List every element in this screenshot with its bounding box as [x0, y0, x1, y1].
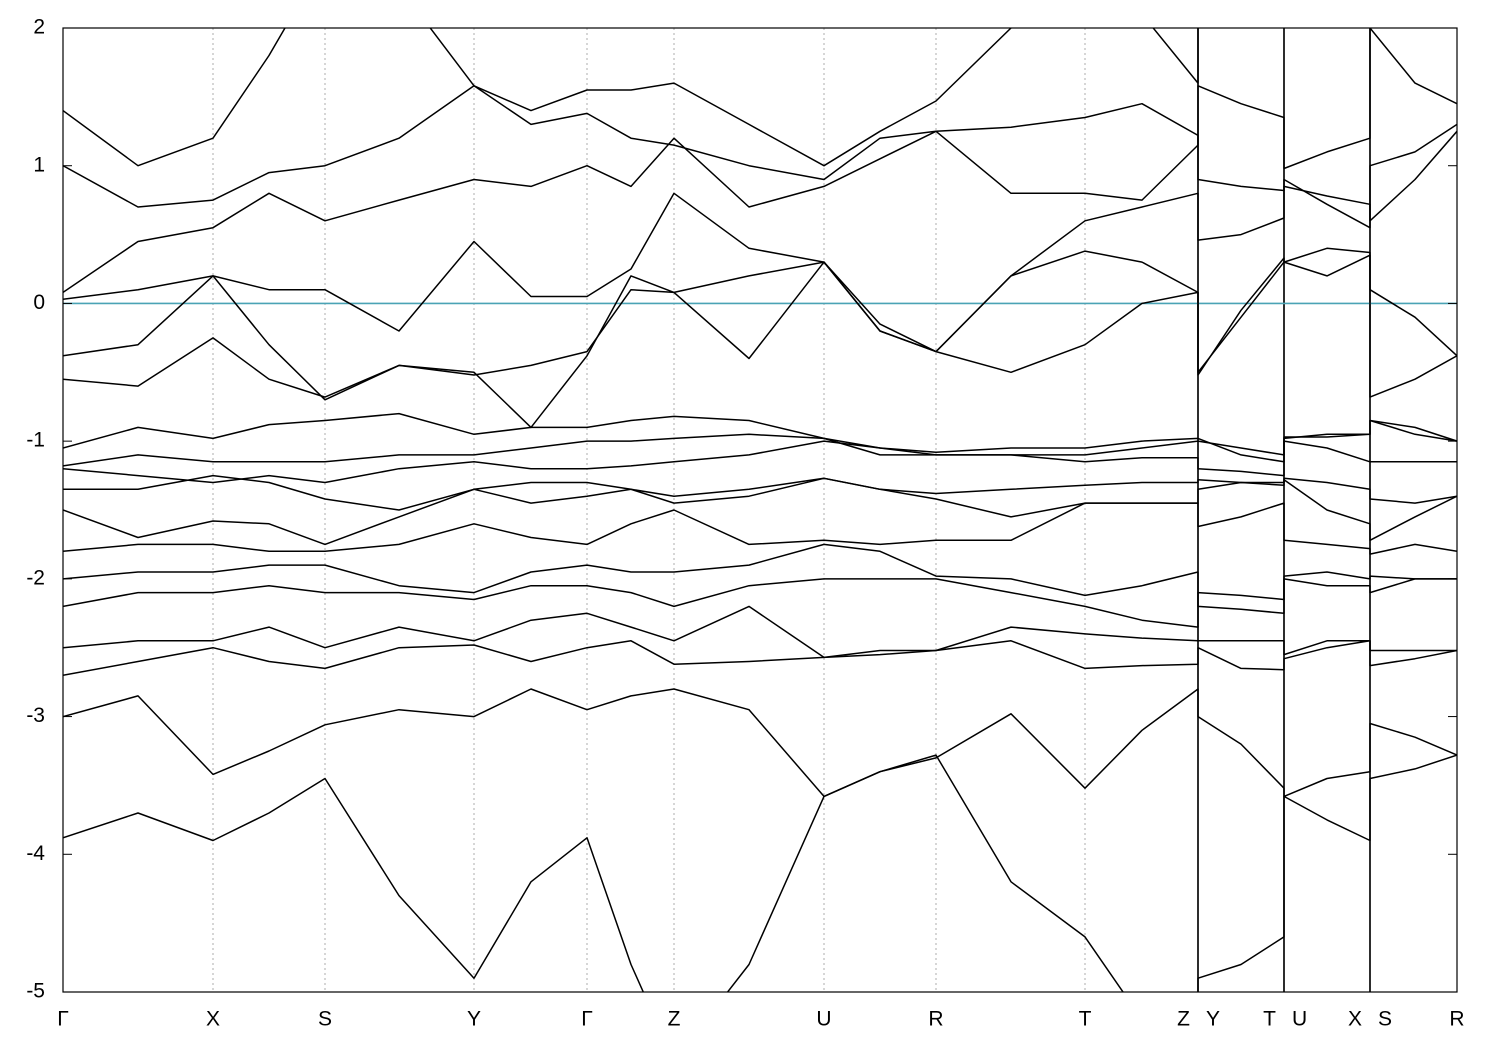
band-line [63, 102, 1457, 294]
band-line [63, 477, 1457, 546]
band-line [63, 28, 1199, 167]
plot-frame [62, 27, 1458, 993]
y-tick-label: -1 [26, 429, 45, 452]
x-tick-label: S [318, 1008, 332, 1031]
x-tick-label: S [1378, 1008, 1392, 1031]
band-line [63, 543, 1457, 615]
x-tick-label: Y [467, 1008, 481, 1031]
band-line [63, 578, 1457, 628]
x-tick-label: Z [1177, 1008, 1190, 1031]
x-tick-label: Y [1206, 1008, 1220, 1031]
x-tick-label: R [1449, 1008, 1464, 1031]
y-tick-label: -5 [26, 980, 45, 1003]
band-line [63, 688, 1457, 798]
y-tick-label: -3 [26, 704, 45, 727]
x-tick-label: R [928, 1008, 943, 1031]
y-tick-label: 1 [33, 153, 45, 176]
y-tick-label: 2 [33, 16, 45, 39]
x-tick-label: U [1292, 1008, 1307, 1031]
x-tick-label: U [816, 1008, 831, 1031]
x-tick-label: X [206, 1008, 220, 1031]
y-tick-label: -4 [26, 842, 45, 865]
band-line [63, 502, 1457, 555]
bands-layer [63, 28, 1457, 992]
band-line [63, 419, 1457, 467]
x-tick-label: Γ [581, 1008, 593, 1031]
x-tick-label: X [1348, 1008, 1362, 1031]
band-line [63, 28, 1457, 208]
band-line [63, 640, 1457, 677]
x-tick-label: T [1079, 1008, 1092, 1031]
y-tick-label: -2 [26, 566, 45, 589]
band-line [63, 754, 1457, 992]
y-tick-label: 0 [33, 291, 45, 314]
x-tick-label: Z [668, 1008, 681, 1031]
band-line [63, 605, 1457, 659]
x-tick-label: Γ [57, 1008, 69, 1031]
band-line [63, 474, 1457, 511]
band-line [63, 247, 1457, 429]
band-line [63, 412, 1457, 456]
x-tick-label: T [1263, 1008, 1276, 1031]
